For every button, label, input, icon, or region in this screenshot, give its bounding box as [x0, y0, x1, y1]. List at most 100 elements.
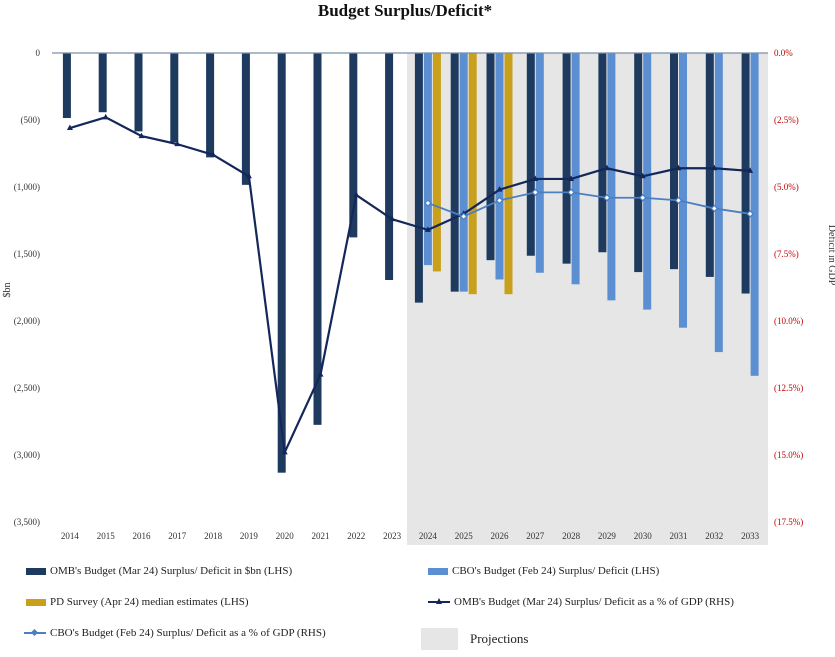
- left-axis-label: $bn: [2, 283, 13, 298]
- bar-series-1-2030: [643, 53, 652, 310]
- bar-series-0-2031: [670, 53, 678, 270]
- line-marker-3-2028: [568, 175, 575, 181]
- legend-cbo-line-label: CBO's Budget (Feb 24) Surplus/ Deficit a…: [50, 627, 326, 639]
- bar-series-0-2022: [349, 53, 358, 238]
- left-tick-label: (2,000): [14, 316, 40, 326]
- line-marker-4-2033: [746, 209, 754, 218]
- bar-series-1-2027: [535, 53, 544, 273]
- bar-series-0-2017: [170, 53, 179, 143]
- bar-series-1-2031: [679, 53, 687, 328]
- x-tick-label: 2025: [455, 531, 474, 541]
- bar-series-1-2024: [423, 53, 432, 266]
- bar-series-1-2032: [714, 53, 723, 353]
- left-tick-label: (3,500): [14, 517, 40, 527]
- bar-series-0-2014: [62, 53, 71, 118]
- x-tick-label: 2027: [526, 531, 545, 541]
- line-marker-4-2026: [495, 196, 504, 205]
- line-marker-3-2031: [675, 164, 682, 171]
- legend-pd-bar: PD Survey (Apr 24) median estimates (LHS…: [26, 596, 249, 608]
- right-tick-label: (5.0%): [774, 182, 799, 192]
- legend-omb-bar: OMB's Budget (Mar 24) Surplus/ Deficit i…: [26, 565, 292, 577]
- bar-series-0-2015: [98, 53, 107, 113]
- x-tick-label: 2020: [276, 531, 295, 541]
- x-tick-label: 2019: [240, 531, 259, 541]
- left-tick-label: (1,500): [14, 249, 40, 259]
- legend-projections: Projections: [421, 628, 529, 650]
- line-marker-4-2031: [674, 196, 683, 205]
- x-tick-label: 2033: [741, 531, 760, 541]
- line-series-3: [69, 116, 751, 454]
- line-marker-3-2032: [711, 164, 718, 171]
- legend-cbo-line: CBO's Budget (Feb 24) Surplus/ Deficit a…: [24, 627, 326, 639]
- line-marker-4-2032: [710, 204, 719, 213]
- legend-cbo-bar-label: CBO's Budget (Feb 24) Surplus/ Deficit (…: [452, 565, 660, 577]
- legend-cbo-bar-swatch: [428, 567, 448, 575]
- left-tick-label: (2,500): [14, 383, 40, 393]
- line-marker-4-2027: [531, 188, 540, 197]
- line-marker-4-2030: [638, 193, 647, 202]
- chart-title: Budget Surplus/Deficit*: [318, 1, 492, 20]
- legend-projections-label: Projections: [470, 631, 529, 646]
- x-tick-label: 2030: [634, 531, 653, 541]
- bar-series-0-2027: [526, 53, 535, 256]
- legend-cbo-line-swatch: [24, 628, 46, 637]
- line-marker-3-2019: [245, 172, 252, 179]
- bar-series-0-2026: [486, 53, 495, 261]
- legend-omb-bar-label: OMB's Budget (Mar 24) Surplus/ Deficit i…: [50, 565, 293, 577]
- legend-pd-bar-swatch: [26, 598, 46, 606]
- line-marker-3-2015: [102, 113, 109, 120]
- line-marker-3-2017: [174, 140, 181, 147]
- line-marker-3-2022: [353, 191, 360, 198]
- x-tick-label: 2015: [97, 531, 116, 541]
- x-tick-label: 2024: [419, 531, 438, 541]
- x-tick-label: 2014: [61, 531, 80, 541]
- right-tick-label: (7.5%): [774, 249, 799, 259]
- bar-series-0-2030: [634, 53, 643, 273]
- line-marker-3-2033: [747, 167, 754, 173]
- bar-series-0-2021: [313, 53, 322, 425]
- line-marker-4-2025: [459, 212, 468, 221]
- right-tick-label: (15.0%): [774, 450, 803, 460]
- left-tick-label: (1,000): [14, 182, 40, 192]
- line-series-4: [427, 191, 751, 218]
- bar-series-2-2025: [468, 53, 477, 295]
- bar-series-0-2024: [414, 53, 423, 303]
- x-tick-label: 2022: [347, 531, 365, 541]
- bar-series-2-2026: [504, 53, 513, 295]
- left-tick-label: 0: [36, 48, 41, 58]
- bar-series-0-2029: [598, 53, 607, 253]
- legend-omb-bar-swatch: [26, 567, 46, 575]
- line-marker-3-2027: [532, 175, 539, 181]
- line-marker-3-2021: [317, 371, 324, 377]
- x-tick-label: 2023: [383, 531, 402, 541]
- right-tick-label: (12.5%): [774, 383, 803, 393]
- legend-cbo-bar: CBO's Budget (Feb 24) Surplus/ Deficit (…: [428, 565, 659, 577]
- line-marker-3-2016: [138, 132, 145, 139]
- legend-projections-swatch: [421, 628, 458, 650]
- bar-series-0-2023: [385, 53, 394, 280]
- bar-series-0-2019: [241, 53, 250, 185]
- x-tick-label: 2029: [598, 531, 617, 541]
- line-marker-3-2018: [210, 151, 217, 157]
- x-tick-label: 2017: [168, 531, 187, 541]
- line-marker-4-2024: [424, 199, 432, 207]
- x-tick-label: 2018: [204, 531, 223, 541]
- right-tick-label: (10.0%): [774, 316, 803, 326]
- bar-series-1-2025: [459, 53, 468, 292]
- x-tick-label: 2031: [670, 531, 688, 541]
- legend-pd-bar-label: PD Survey (Apr 24) median estimates (LHS…: [50, 596, 249, 608]
- bar-series-1-2029: [607, 53, 616, 301]
- x-tick-label: 2026: [491, 531, 510, 541]
- line-marker-3-2020: [281, 448, 288, 455]
- bar-series-0-2025: [450, 53, 459, 292]
- line-marker-3-2030: [639, 172, 646, 179]
- x-tick-label: 2021: [312, 531, 330, 541]
- bar-series-2-2024: [432, 53, 441, 272]
- legend-omb-line: OMB's Budget (Mar 24) Surplus/ Deficit a…: [428, 596, 734, 608]
- bar-series-1-2026: [495, 53, 504, 280]
- right-axis-label: Deficit in GDP: [826, 225, 835, 286]
- legend-omb-line-swatch: [428, 598, 450, 606]
- line-marker-3-2024: [424, 226, 431, 232]
- line-marker-3-2023: [389, 215, 396, 222]
